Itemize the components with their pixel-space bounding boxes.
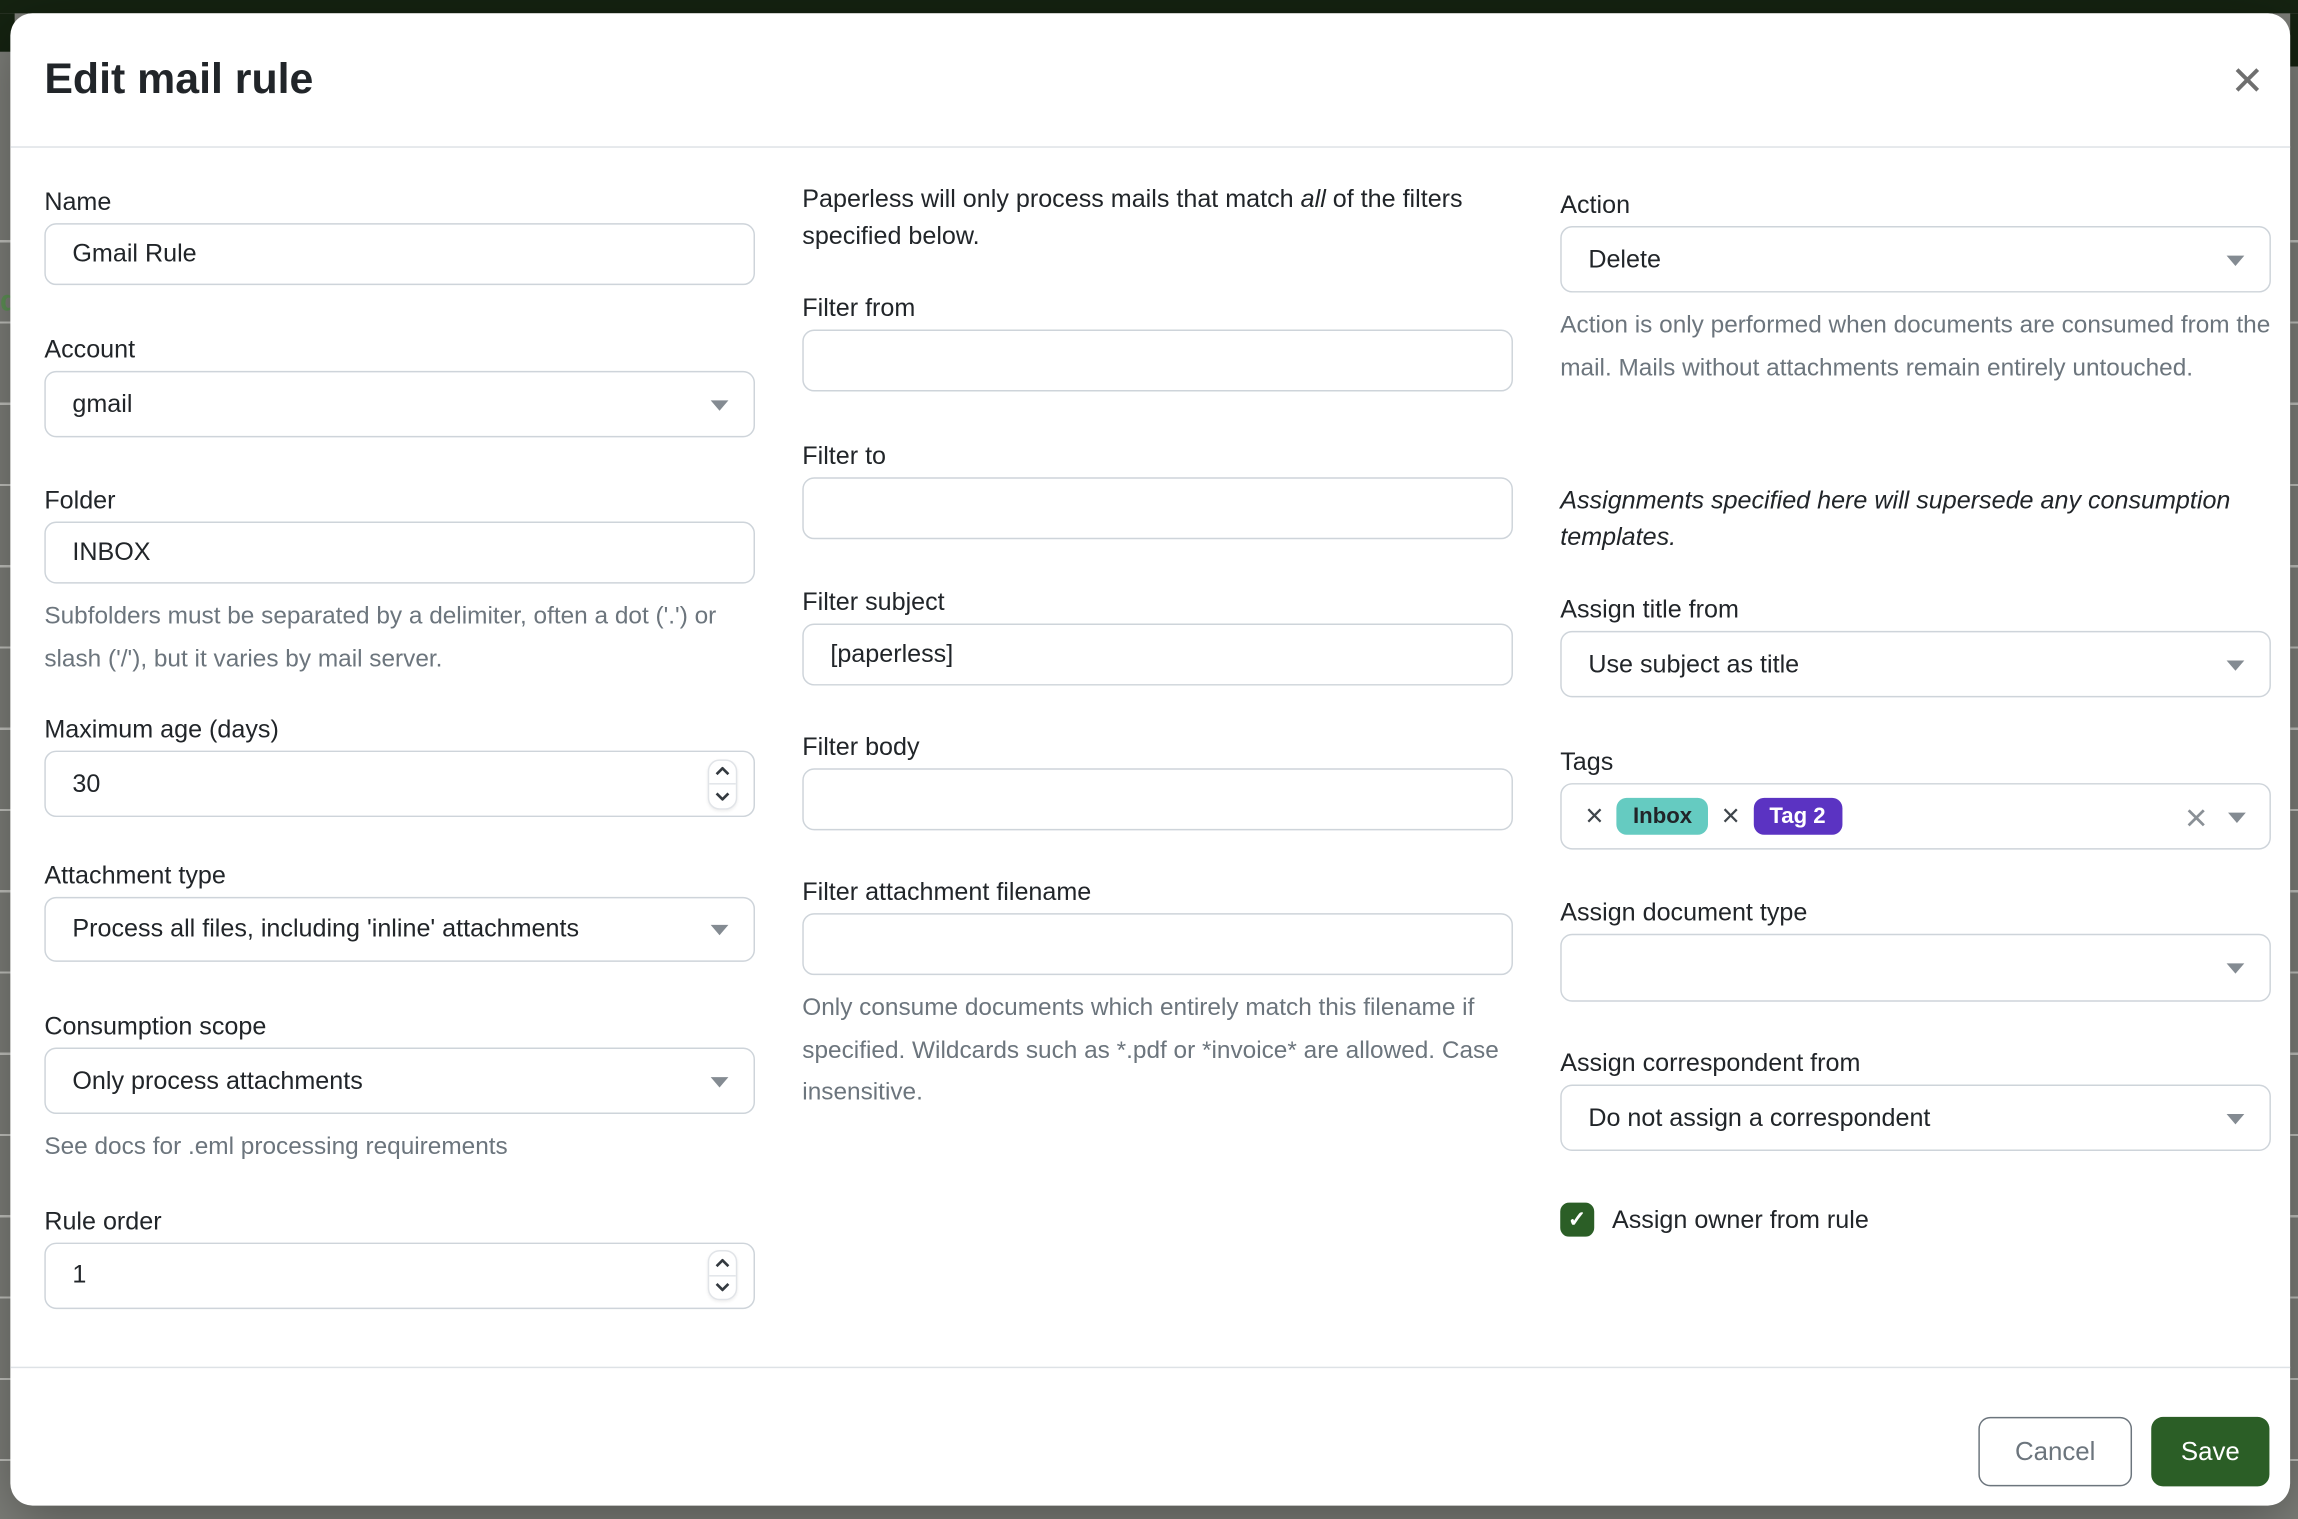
dialog-title: Edit mail rule [44, 56, 314, 104]
filter-body-input[interactable] [802, 768, 1513, 831]
assign-correspondent-label: Assign correspondent from [1560, 1049, 1861, 1078]
account-label: Account [44, 335, 136, 364]
consumption-scope-select[interactable]: Only process attachments [44, 1047, 756, 1115]
filter-subject-input[interactable] [802, 623, 1513, 686]
account-select[interactable]: gmail [44, 370, 756, 438]
max-age-label: Maximum age (days) [44, 715, 279, 744]
tag-pill-inbox[interactable]: Inbox [1616, 797, 1709, 835]
cancel-button[interactable]: Cancel [1978, 1416, 2133, 1487]
rule-order-input[interactable] [44, 1241, 756, 1309]
max-age-input[interactable] [44, 750, 756, 818]
column-general: Name Account gmail Folder Subfolders mus… [44, 146, 756, 1309]
backdrop-navbar-right [2290, 13, 2298, 67]
assign-doctype-select[interactable] [1560, 933, 2271, 1002]
filters-intro-emphasis: all [1300, 184, 1326, 213]
assignments-note: Assignments specified here will supersed… [1560, 486, 2231, 551]
clear-tags-icon[interactable]: × [2184, 794, 2208, 839]
max-age-stepper[interactable] [707, 758, 738, 809]
backdrop-table-rows-right [2290, 161, 2298, 1519]
caret-down-icon [2226, 659, 2245, 671]
caret-down-icon [2226, 254, 2245, 266]
caret-down-icon [710, 924, 729, 936]
dialog-header: Edit mail rule ✕ [10, 13, 2291, 148]
folder-help: Subfolders must be separated by a delimi… [44, 602, 717, 672]
attachment-type-select[interactable]: Process all files, including 'inline' at… [44, 896, 756, 962]
rule-order-label: Rule order [44, 1206, 162, 1235]
filters-intro: Paperless will only process mails that m… [802, 184, 1463, 249]
assign-title-value: Use subject as title [1588, 649, 1800, 678]
filter-filename-help: Only consume documents which entirely ma… [802, 994, 1499, 1106]
assign-owner-row: ✓ Assign owner from rule [1560, 1202, 2271, 1237]
remove-tag-icon[interactable]: × [1721, 799, 1740, 834]
name-input[interactable] [44, 223, 756, 286]
stepper-down-icon[interactable] [709, 785, 736, 808]
attachment-type-label: Attachment type [44, 861, 226, 890]
caret-down-icon [710, 1076, 729, 1087]
action-label: Action [1560, 190, 1631, 219]
action-select[interactable]: Delete [1560, 226, 2271, 293]
caret-down-icon[interactable] [2228, 812, 2246, 823]
assign-correspondent-select[interactable]: Do not assign a correspondent [1560, 1084, 2271, 1151]
assign-owner-checkbox[interactable]: ✓ [1560, 1202, 1595, 1237]
folder-input[interactable] [44, 521, 756, 584]
assign-title-select[interactable]: Use subject as title [1560, 630, 2271, 698]
filter-body-label: Filter body [802, 732, 920, 761]
filter-filename-label: Filter attachment filename [802, 877, 1092, 906]
remove-tag-icon[interactable]: × [1585, 799, 1604, 834]
action-help: Action is only performed when documents … [1560, 311, 2271, 381]
check-icon: ✓ [1567, 1207, 1587, 1233]
tag-pill-tag2[interactable]: Tag 2 [1753, 797, 1842, 835]
filter-to-input[interactable] [802, 477, 1513, 540]
filter-from-input[interactable] [802, 329, 1513, 392]
rule-order-stepper[interactable] [707, 1249, 738, 1301]
assign-correspondent-value: Do not assign a correspondent [1588, 1102, 1931, 1132]
caret-down-icon [2226, 1113, 2245, 1124]
consumption-scope-help: See docs for .eml processing requirement… [44, 1133, 508, 1160]
assign-title-label: Assign title from [1560, 595, 1739, 624]
edit-mail-rule-dialog: Edit mail rule ✕ Name Account gmail Fold… [10, 13, 2291, 1506]
stepper-up-icon[interactable] [709, 760, 736, 785]
backdrop-navbar [0, 0, 2298, 14]
tags-label: Tags [1560, 747, 1614, 776]
filter-from-label: Filter from [802, 294, 916, 323]
caret-down-icon [2226, 963, 2245, 974]
save-button[interactable]: Save [2151, 1416, 2270, 1487]
consumption-scope-label: Consumption scope [44, 1012, 267, 1041]
name-label: Name [44, 187, 112, 216]
filter-subject-label: Filter subject [802, 588, 945, 617]
account-select-value: gmail [72, 389, 133, 418]
caret-down-icon [710, 399, 729, 411]
column-actions: Action Delete Action is only performed w… [1560, 146, 2271, 1237]
dialog-footer: Cancel Save [10, 1366, 2291, 1506]
stepper-down-icon[interactable] [709, 1276, 736, 1299]
filter-filename-input[interactable] [802, 913, 1513, 976]
stepper-up-icon[interactable] [709, 1251, 736, 1276]
folder-label: Folder [44, 486, 116, 515]
tags-select[interactable]: × Inbox × Tag 2 × [1560, 783, 2271, 850]
consumption-scope-value: Only process attachments [72, 1066, 363, 1095]
backdrop-right-sliver [2290, 13, 2298, 1519]
column-filters: Paperless will only process mails that m… [802, 146, 1513, 1113]
filter-to-label: Filter to [802, 441, 887, 470]
action-select-value: Delete [1588, 244, 1661, 273]
assign-owner-label: Assign owner from rule [1611, 1204, 1869, 1233]
attachment-type-value: Process all files, including 'inline' at… [72, 914, 580, 943]
assign-doctype-label: Assign document type [1560, 898, 1808, 927]
close-icon[interactable]: ✕ [2221, 55, 2274, 108]
